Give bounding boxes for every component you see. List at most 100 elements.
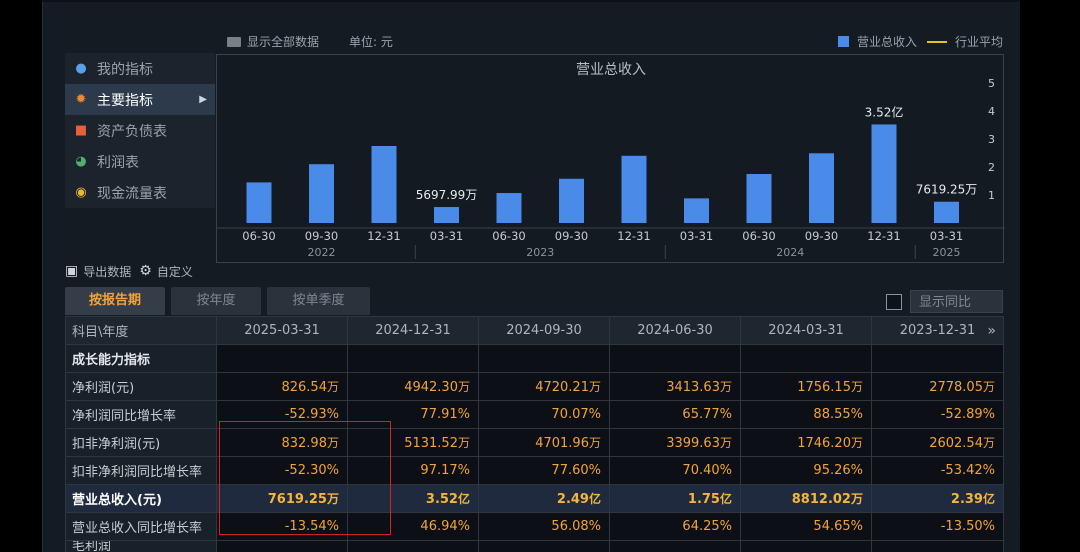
value-cell: 4720.21万: [478, 372, 610, 401]
value-number: 2778.05: [929, 380, 983, 395]
star-icon: ✹: [75, 92, 87, 107]
chart-title: 营业总收入: [576, 62, 646, 78]
value-cell: 3413.63万: [609, 372, 741, 401]
value-cell: 97.17%: [347, 456, 479, 485]
value-number: -52.89%: [940, 407, 995, 422]
legend-bar-swatch: [837, 36, 849, 47]
value-cell: 77.91%: [347, 400, 479, 429]
legend-line-label: 行业平均: [954, 35, 1003, 49]
table-row[interactable]: 净利润同比增长率 -52.93% 77.91% 70.07% 65.77% 88.55% -…: [65, 400, 1004, 429]
value-number: 77.60%: [551, 463, 601, 478]
value-cell: 95.26%: [740, 456, 872, 485]
show-all-data-toggle[interactable]: 显示全部数据: [227, 33, 319, 50]
value-number: 88.55%: [813, 407, 863, 422]
x-tick-label: 06-30: [492, 229, 525, 243]
x-tick-label: 03-31: [680, 229, 713, 243]
row-label: 扣非净利润同比增长率: [65, 456, 217, 485]
column-header[interactable]: 2024-09-30: [478, 316, 610, 345]
value-unit: 万: [982, 380, 995, 394]
menu-item-1[interactable]: ✹ 主要指标 ▶: [65, 84, 215, 115]
value-cell: 77.60%: [478, 456, 610, 485]
menu-item-4[interactable]: ◉ 现金流量表: [65, 177, 215, 208]
value-cell: 2.49亿: [478, 484, 610, 513]
value-cell: 3399.63万: [609, 428, 741, 457]
value-cell: 2.39亿: [871, 484, 1004, 513]
value-unit: 万: [588, 380, 601, 394]
table-row[interactable]: 营业总收入(元) 7619.25万 3.52亿 2.49亿 1.75亿 8812.02万 2…: [65, 484, 1004, 513]
export-data-button[interactable]: ▣ 导出数据: [65, 263, 131, 280]
pie-icon: ◕: [75, 154, 87, 169]
row-label: 营业总收入同比增长率: [65, 512, 217, 541]
value-number: 2.49: [556, 492, 589, 507]
value-unit: 万: [457, 436, 470, 450]
year-label: 2023: [526, 246, 554, 259]
indicator-table: 科目\年度 2025-03-31 2024-12-31 2024-09-30 2024-…: [65, 316, 1004, 552]
value-number: -53.42%: [940, 463, 995, 478]
tab-by-quarter[interactable]: 按单季度: [267, 287, 370, 315]
table-row[interactable]: 营业总收入同比增长率 -13.54% 46.94% 56.08% 64.25% 54.65…: [65, 512, 1004, 541]
menu-item-label: 资产负债表: [97, 123, 167, 140]
table-toolbar: ▣ 导出数据 ⚙ 自定义: [65, 262, 201, 280]
value-cell: [478, 540, 610, 552]
value-unit: 万: [719, 380, 732, 394]
value-cell: -13.54%: [216, 512, 348, 541]
show-yoy-button[interactable]: 显示同比: [910, 290, 1003, 313]
value-number: -13.54%: [284, 519, 339, 534]
value-cell: -52.93%: [216, 400, 348, 429]
value-cell: 4701.96万: [478, 428, 610, 457]
value-cell: 1.75亿: [609, 484, 741, 513]
value-cell: 54.65%: [740, 512, 872, 541]
value-number: -52.93%: [284, 407, 339, 422]
scroll-right-icon[interactable]: »: [987, 323, 996, 339]
show-yoy-checkbox[interactable]: [886, 293, 902, 310]
menu-item-2[interactable]: ■ 资产负债表: [65, 115, 215, 146]
table-header: 科目\年度 2025-03-31 2024-12-31 2024-09-30 2024-…: [65, 316, 1004, 345]
column-header[interactable]: 2024-06-30: [609, 316, 741, 345]
value-number: 3413.63: [666, 380, 720, 395]
value-unit: 亿: [588, 492, 601, 506]
row-label: 营业总收入(元): [65, 484, 217, 513]
table-row[interactable]: 净利润(元) 826.54万 4942.30万 4720.21万 3413.63万 175…: [65, 372, 1004, 401]
value-unit: 万: [982, 436, 995, 450]
chart-bar: [621, 155, 647, 223]
menu-item-3[interactable]: ◕ 利润表: [65, 146, 215, 177]
coins-icon: ◉: [75, 185, 87, 200]
chart-bar: [871, 124, 897, 223]
tab-by-year[interactable]: 按年度: [171, 287, 261, 315]
customize-button[interactable]: ⚙ 自定义: [139, 263, 193, 280]
value-cell: 56.08%: [478, 512, 610, 541]
top-divider: [42, 0, 1020, 2]
value-unit: 万: [457, 380, 470, 394]
tab-by-report-period[interactable]: 按报告期: [65, 287, 165, 315]
chart-bar: [684, 198, 709, 223]
value-cell: 88.55%: [740, 400, 872, 429]
column-header[interactable]: 2024-12-31: [347, 316, 479, 345]
menu-item-0[interactable]: ● 我的指标: [65, 53, 215, 84]
value-number: 4701.96: [535, 436, 589, 451]
chart-bar: [746, 174, 772, 223]
chart-bar: [309, 164, 334, 223]
column-header[interactable]: 2024-03-31: [740, 316, 872, 345]
value-number: 5131.52: [404, 436, 458, 451]
value-cell: 5131.52万: [347, 428, 479, 457]
column-header[interactable]: 2025-03-31: [216, 316, 348, 345]
column-header[interactable]: 2023-12-31: [871, 316, 1004, 345]
x-tick-label: 09-30: [805, 229, 838, 243]
menu-item-label: 利润表: [97, 154, 139, 171]
value-cell: 7619.25万: [216, 484, 348, 513]
empty-cell: [871, 344, 1004, 373]
value-cell: 70.40%: [609, 456, 741, 485]
table-row[interactable]: 扣非净利润同比增长率 -52.30% 97.17% 77.60% 70.40% 95.26…: [65, 456, 1004, 485]
value-number: 2.39: [950, 492, 983, 507]
table-row[interactable]: 毛利润: [65, 540, 1004, 552]
value-unit: 亿: [982, 492, 995, 506]
corner-header: 科目\年度: [65, 316, 217, 345]
y-tick-label: 5: [988, 77, 995, 90]
gear-icon: ⚙: [139, 263, 152, 279]
empty-cell: [216, 344, 348, 373]
chart-bar: [559, 178, 584, 223]
value-number: 46.94%: [420, 519, 470, 534]
data-label: 7619.25万: [916, 183, 978, 197]
table-row[interactable]: 扣非净利润(元) 832.98万 5131.52万 4701.96万 3399.63万 1…: [65, 428, 1004, 457]
value-number: 4720.21: [535, 380, 589, 395]
